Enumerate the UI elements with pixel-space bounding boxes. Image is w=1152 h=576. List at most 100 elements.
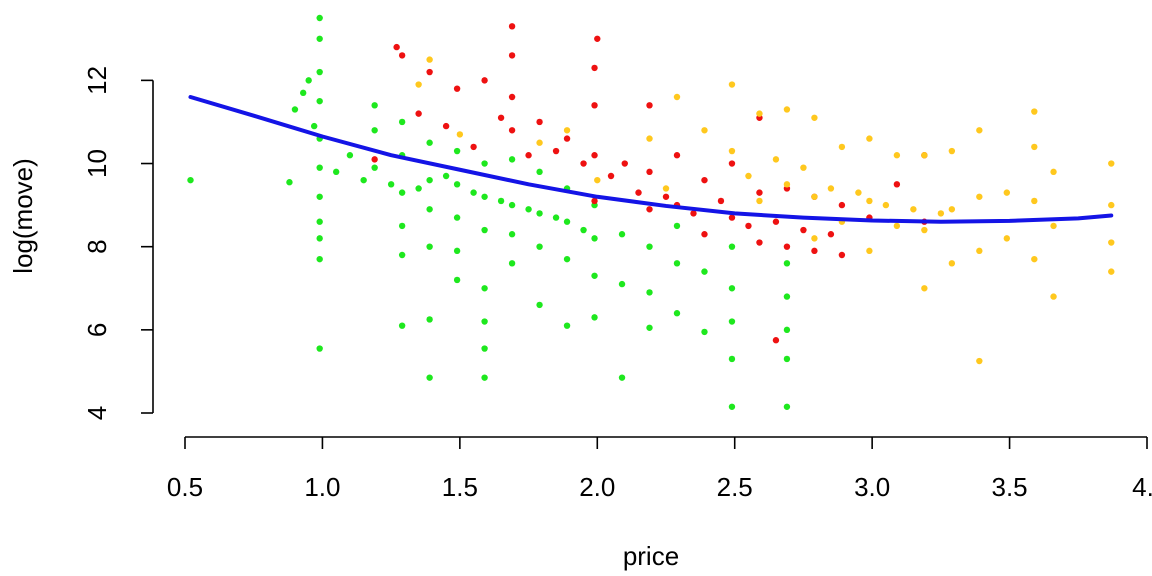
data-point	[646, 289, 653, 296]
data-point	[948, 147, 956, 155]
data-point	[508, 23, 516, 30]
data-point	[316, 35, 323, 42]
data-point	[453, 214, 461, 221]
data-point	[728, 403, 736, 410]
data-point	[426, 243, 433, 250]
data-point	[646, 324, 653, 331]
data-point	[948, 206, 956, 213]
data-point	[371, 164, 378, 171]
data-point	[838, 201, 846, 209]
data-point	[481, 374, 488, 381]
data-point	[728, 285, 736, 292]
data-point	[783, 326, 791, 334]
data-point	[591, 235, 598, 242]
data-point	[1031, 255, 1038, 263]
data-point	[426, 374, 433, 381]
data-point	[811, 235, 818, 242]
data-point	[481, 193, 488, 200]
data-point	[426, 316, 433, 323]
data-point	[701, 268, 708, 275]
data-point	[756, 197, 763, 205]
data-point	[591, 272, 598, 279]
data-point	[756, 239, 763, 246]
data-point	[618, 231, 626, 238]
data-point	[508, 93, 516, 101]
data-point	[591, 64, 598, 72]
data-point	[316, 97, 323, 105]
axes-layer	[152, 80, 1147, 438]
data-point	[316, 218, 323, 225]
data-point	[690, 210, 697, 217]
data-point	[673, 93, 681, 101]
data-point	[1108, 239, 1115, 246]
data-point	[316, 68, 323, 76]
x-axis-title: price	[623, 541, 679, 571]
data-point	[1050, 222, 1057, 230]
data-point	[976, 247, 983, 255]
data-point	[976, 127, 983, 134]
data-point	[910, 206, 917, 213]
data-point	[893, 222, 901, 230]
data-point	[453, 85, 461, 92]
data-point	[937, 210, 945, 217]
data-point	[728, 355, 736, 363]
data-point	[508, 260, 516, 267]
data-point	[481, 285, 488, 292]
data-point	[976, 193, 983, 200]
data-point	[291, 106, 299, 113]
data-point	[552, 214, 560, 221]
data-point	[783, 243, 791, 250]
data-point	[591, 314, 598, 321]
data-point	[415, 185, 422, 192]
data-point	[360, 176, 367, 184]
data-point	[497, 114, 505, 121]
data-point	[646, 243, 653, 250]
data-point	[811, 193, 818, 200]
data-point	[508, 127, 516, 134]
data-point	[1031, 108, 1038, 115]
data-point	[286, 179, 293, 186]
data-point	[536, 118, 543, 126]
data-point	[393, 43, 400, 51]
data-point	[1031, 143, 1038, 151]
data-point	[415, 110, 422, 117]
data-point	[481, 226, 488, 234]
data-point	[811, 247, 818, 255]
data-point	[508, 156, 516, 163]
data-point	[921, 152, 928, 159]
data-point	[456, 131, 464, 138]
data-point	[756, 110, 763, 117]
data-point	[536, 210, 543, 217]
fit-layer	[188, 95, 1114, 224]
data-point	[866, 197, 873, 205]
data-point	[1108, 160, 1115, 167]
data-point	[728, 318, 736, 325]
data-point	[976, 357, 983, 365]
x-tick-label: 0.5	[167, 472, 203, 502]
x-tick-label: 3.0	[854, 472, 890, 502]
data-point	[481, 160, 488, 167]
data-point	[745, 222, 752, 230]
data-point	[811, 114, 818, 121]
data-point	[563, 218, 571, 225]
data-point	[371, 102, 378, 109]
data-point	[728, 81, 736, 88]
data-point	[673, 152, 681, 159]
data-point	[398, 322, 406, 329]
y-tick-label: 6	[82, 323, 112, 337]
data-point	[525, 152, 532, 159]
data-point	[618, 280, 626, 288]
data-point	[673, 310, 681, 317]
data-point	[497, 197, 505, 205]
data-point	[481, 345, 488, 352]
data-point	[673, 222, 681, 230]
y-tick-label: 8	[82, 239, 112, 253]
x-tick-label: 4.	[1132, 472, 1152, 502]
data-point	[728, 243, 736, 250]
data-point	[563, 135, 571, 142]
data-point	[453, 276, 461, 284]
x-tick-label: 2.5	[717, 472, 753, 502]
data-point	[316, 14, 323, 22]
